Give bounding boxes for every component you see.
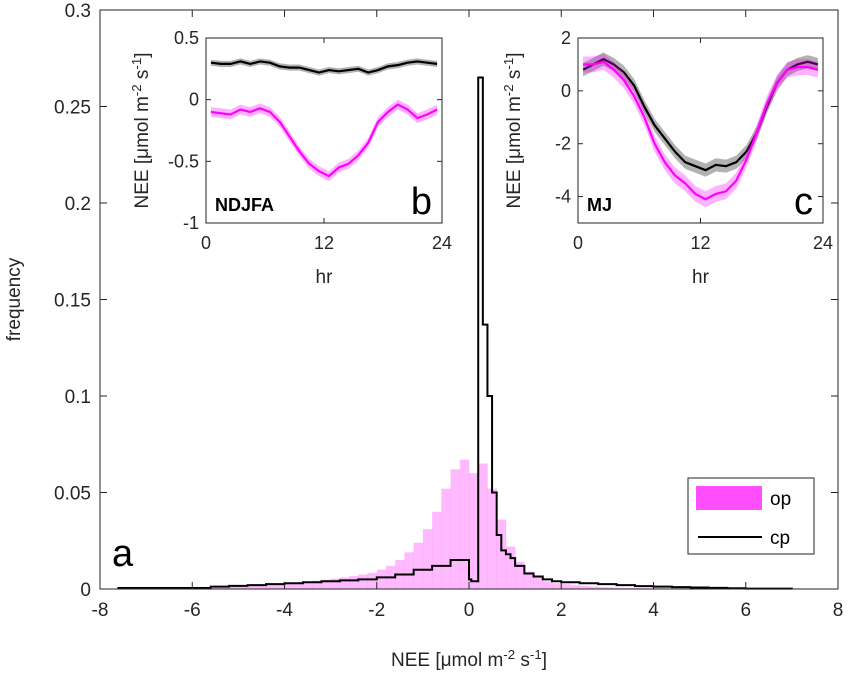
inset-c-x-label: hr xyxy=(692,267,710,288)
inset-y-tick-label: 0.5 xyxy=(174,28,199,48)
op-bar xyxy=(616,587,627,589)
main-x-tick-label: -6 xyxy=(184,600,201,621)
main-y-tick-label: 0 xyxy=(80,580,91,601)
op-bar xyxy=(524,571,534,589)
inset-y-tick-label: 2 xyxy=(561,28,571,48)
main-y-tick-label: 0.1 xyxy=(65,387,91,408)
op-bar xyxy=(404,552,414,589)
cp-histogram-outline xyxy=(117,76,793,590)
op-bar xyxy=(210,587,221,589)
inset-x-tick-label: 24 xyxy=(432,233,452,253)
main-x-axis-label: NEE [μmol m-2 s-1] xyxy=(391,647,547,672)
inset-y-tick-label: -2 xyxy=(555,134,571,154)
inset-b: 0 12 24 -1 -0.5 0 0.5 hr NEE [μmol m-2 s-1] NDJFA… xyxy=(129,28,453,288)
inset-b-x-label: hr xyxy=(316,267,334,288)
op-bar xyxy=(478,463,488,589)
op-bar xyxy=(376,569,387,589)
op-bar xyxy=(293,582,304,589)
main-y-tick-label: 0.15 xyxy=(54,291,91,312)
main-x-tick-label: 2 xyxy=(556,600,567,621)
op-bar xyxy=(247,585,258,589)
op-bar xyxy=(515,561,525,589)
inset-c-op-band xyxy=(583,53,818,208)
op-bar xyxy=(579,585,590,589)
op-bar xyxy=(339,577,350,589)
legend-op-label: op xyxy=(770,489,791,510)
op-bar xyxy=(459,459,470,589)
inset-b-y-label: NEE [μmol m-2 s-1] xyxy=(129,52,154,208)
op-bar xyxy=(598,587,608,589)
op-bar xyxy=(561,584,571,589)
inset-x-tick-label: 0 xyxy=(201,233,211,253)
inset-x-tick-label: 24 xyxy=(813,233,833,253)
inset-y-tick-label: 0 xyxy=(561,81,571,101)
op-bar xyxy=(229,586,239,589)
main-y-tick-label: 0.25 xyxy=(54,98,91,119)
op-bar xyxy=(266,584,276,589)
op-bar xyxy=(588,586,599,589)
op-bar xyxy=(321,579,331,589)
op-bar xyxy=(533,577,544,589)
inset-x-tick-label: 0 xyxy=(573,233,583,253)
op-bar xyxy=(219,586,230,589)
inset-b-season-label: NDJFA xyxy=(215,195,274,215)
inset-c-y-label: NEE [μmol m-2 s-1] xyxy=(501,52,526,208)
op-bar xyxy=(422,529,433,589)
op-bar xyxy=(367,572,378,589)
op-bar xyxy=(302,581,313,589)
inset-x-tick-label: 12 xyxy=(314,233,334,253)
main-x-tick-label: -2 xyxy=(368,600,385,621)
op-bar xyxy=(487,488,497,589)
op-bar xyxy=(432,511,442,589)
legend: op cp xyxy=(687,477,815,555)
inset-y-tick-label: 0 xyxy=(189,90,199,110)
op-bar xyxy=(275,583,285,589)
main-y-tick-label: 0.05 xyxy=(54,484,91,505)
inset-b-frame xyxy=(205,37,443,224)
main-x-tick-label: 8 xyxy=(833,600,844,621)
panel-label-a: a xyxy=(112,533,134,575)
inset-b-cp-line xyxy=(210,60,438,74)
inset-y-tick-label: -4 xyxy=(555,187,571,207)
op-bar xyxy=(496,519,507,589)
main-y-tick-label: 0.3 xyxy=(65,1,91,22)
op-bar xyxy=(542,581,553,589)
main-x-tick-label: -4 xyxy=(276,600,293,621)
op-bar xyxy=(469,473,479,589)
main-x-tick-label: 0 xyxy=(464,600,475,621)
inset-y-tick-label: -1 xyxy=(183,213,199,233)
op-bar xyxy=(358,574,368,589)
main-y-tick-label: 0.2 xyxy=(65,194,91,215)
op-bar xyxy=(238,585,248,589)
legend-op-swatch xyxy=(696,486,762,510)
main-x-tick-label: 4 xyxy=(648,600,659,621)
inset-x-tick-label: 12 xyxy=(690,233,710,253)
op-bar xyxy=(552,583,562,589)
op-bar xyxy=(607,587,617,589)
op-bar xyxy=(625,587,636,589)
op-bar xyxy=(450,469,461,589)
inset-b-op-line xyxy=(210,103,438,178)
op-bar xyxy=(413,542,424,589)
inset-c-op-line xyxy=(583,60,819,201)
op-bar xyxy=(505,546,516,589)
op-bar xyxy=(330,578,341,589)
main-x-tick-label: 6 xyxy=(740,600,751,621)
inset-c: 0 12 24 -4 -2 0 2 hr NEE [μmol m-2 s-1] MJ c xyxy=(501,28,834,288)
op-bar xyxy=(312,580,322,589)
op-bar xyxy=(441,488,451,589)
op-bar xyxy=(349,576,359,589)
op-bar xyxy=(284,583,295,589)
inset-y-tick-label: -0.5 xyxy=(168,151,199,171)
inset-c-season-label: MJ xyxy=(587,195,612,215)
panel-label-c: c xyxy=(794,181,813,223)
op-bar xyxy=(256,585,267,589)
main-y-axis-label: frequency xyxy=(4,257,25,341)
op-bar xyxy=(570,585,580,589)
main-x-tick-label: -8 xyxy=(92,600,109,621)
panel-label-b: b xyxy=(411,181,432,223)
legend-cp-label: cp xyxy=(770,528,790,549)
